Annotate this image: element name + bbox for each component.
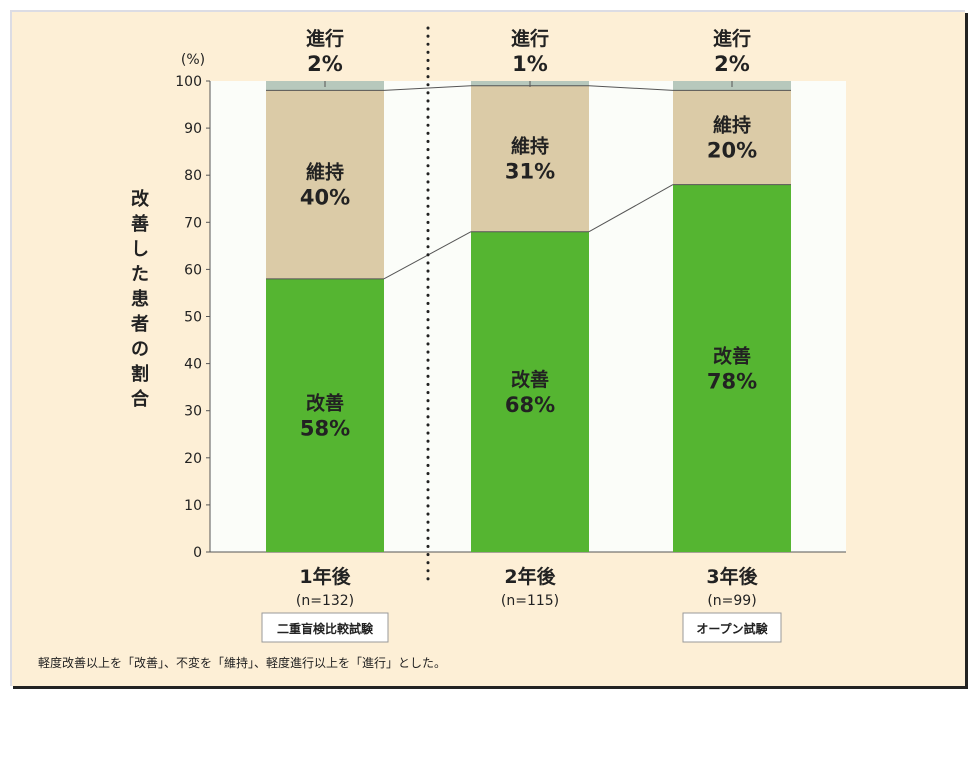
segment-name-label: 進行 [306, 27, 344, 50]
y-axis-label-char: た [131, 264, 149, 285]
segment-name-label: 維持 [511, 135, 549, 158]
bar-改善-1 [266, 278, 384, 552]
segment-value-label: 31% [505, 160, 555, 184]
category-label: 2年後 [504, 565, 556, 588]
segment-value-label: 40% [300, 186, 350, 210]
y-tick-label: 100 [175, 74, 202, 90]
group-label: オープン試験 [696, 621, 768, 636]
y-axis-label-char: 改 [131, 188, 150, 210]
y-tick-label: 30 [184, 404, 202, 420]
bar-維持-3 [673, 90, 791, 185]
y-axis-label-char: 合 [131, 388, 150, 410]
bar-維持-1 [266, 90, 384, 279]
y-unit-label: (%) [181, 52, 205, 68]
bar-改善-3 [673, 184, 791, 552]
bar-維持-2 [471, 85, 589, 232]
y-axis-label-char: し [131, 239, 149, 260]
y-tick-label: 10 [184, 498, 202, 514]
n-label: (n=132) [296, 593, 354, 609]
segment-name-label: 改善 [713, 344, 751, 367]
category-label: 3年後 [706, 565, 758, 588]
y-axis-label-char: 割 [131, 363, 149, 385]
connector-line [383, 85, 472, 91]
n-label: (n=99) [707, 593, 756, 609]
segment-value-label: 2% [714, 52, 750, 76]
y-tick-label: 60 [184, 262, 202, 278]
y-axis-label-char: 者 [130, 314, 149, 335]
y-tick-label: 50 [184, 310, 202, 326]
segment-value-label: 2% [307, 52, 343, 76]
segment-name-label: 改善 [306, 391, 344, 414]
segment-value-label: 58% [300, 416, 350, 440]
segment-name-label: 改善 [511, 368, 549, 391]
segment-name-label: 進行 [511, 27, 549, 50]
segment-value-label: 78% [707, 369, 757, 393]
connector-line [588, 85, 674, 91]
group-label-box [261, 612, 389, 643]
y-axis-label-char: の [131, 339, 149, 360]
segment-name-label: 維持 [713, 114, 751, 137]
y-axis-label-char: 患 [131, 289, 149, 310]
bar-改善-2 [471, 231, 589, 552]
group-label-box [682, 612, 782, 643]
y-tick-label: 70 [184, 215, 202, 231]
segment-value-label: 68% [505, 393, 555, 417]
y-tick-label: 40 [184, 357, 202, 373]
y-tick-label: 0 [193, 545, 202, 561]
y-tick-label: 20 [184, 451, 202, 467]
segment-value-label: 1% [512, 52, 548, 76]
footnote: 軽度改善以上を「改善」、不変を「維持」、軽度進行以上を「進行」とした。 [38, 655, 446, 670]
segment-name-label: 進行 [713, 27, 751, 50]
n-label: (n=115) [501, 593, 559, 609]
y-tick-label: 80 [184, 168, 202, 184]
group-label: 二重盲検比較試験 [277, 621, 374, 636]
y-tick-label: 90 [184, 121, 202, 137]
y-axis-label-char: 善 [131, 213, 149, 235]
connector-line [588, 184, 674, 233]
category-label: 1年後 [299, 565, 351, 588]
segment-value-label: 20% [707, 139, 757, 163]
segment-name-label: 維持 [306, 161, 344, 184]
